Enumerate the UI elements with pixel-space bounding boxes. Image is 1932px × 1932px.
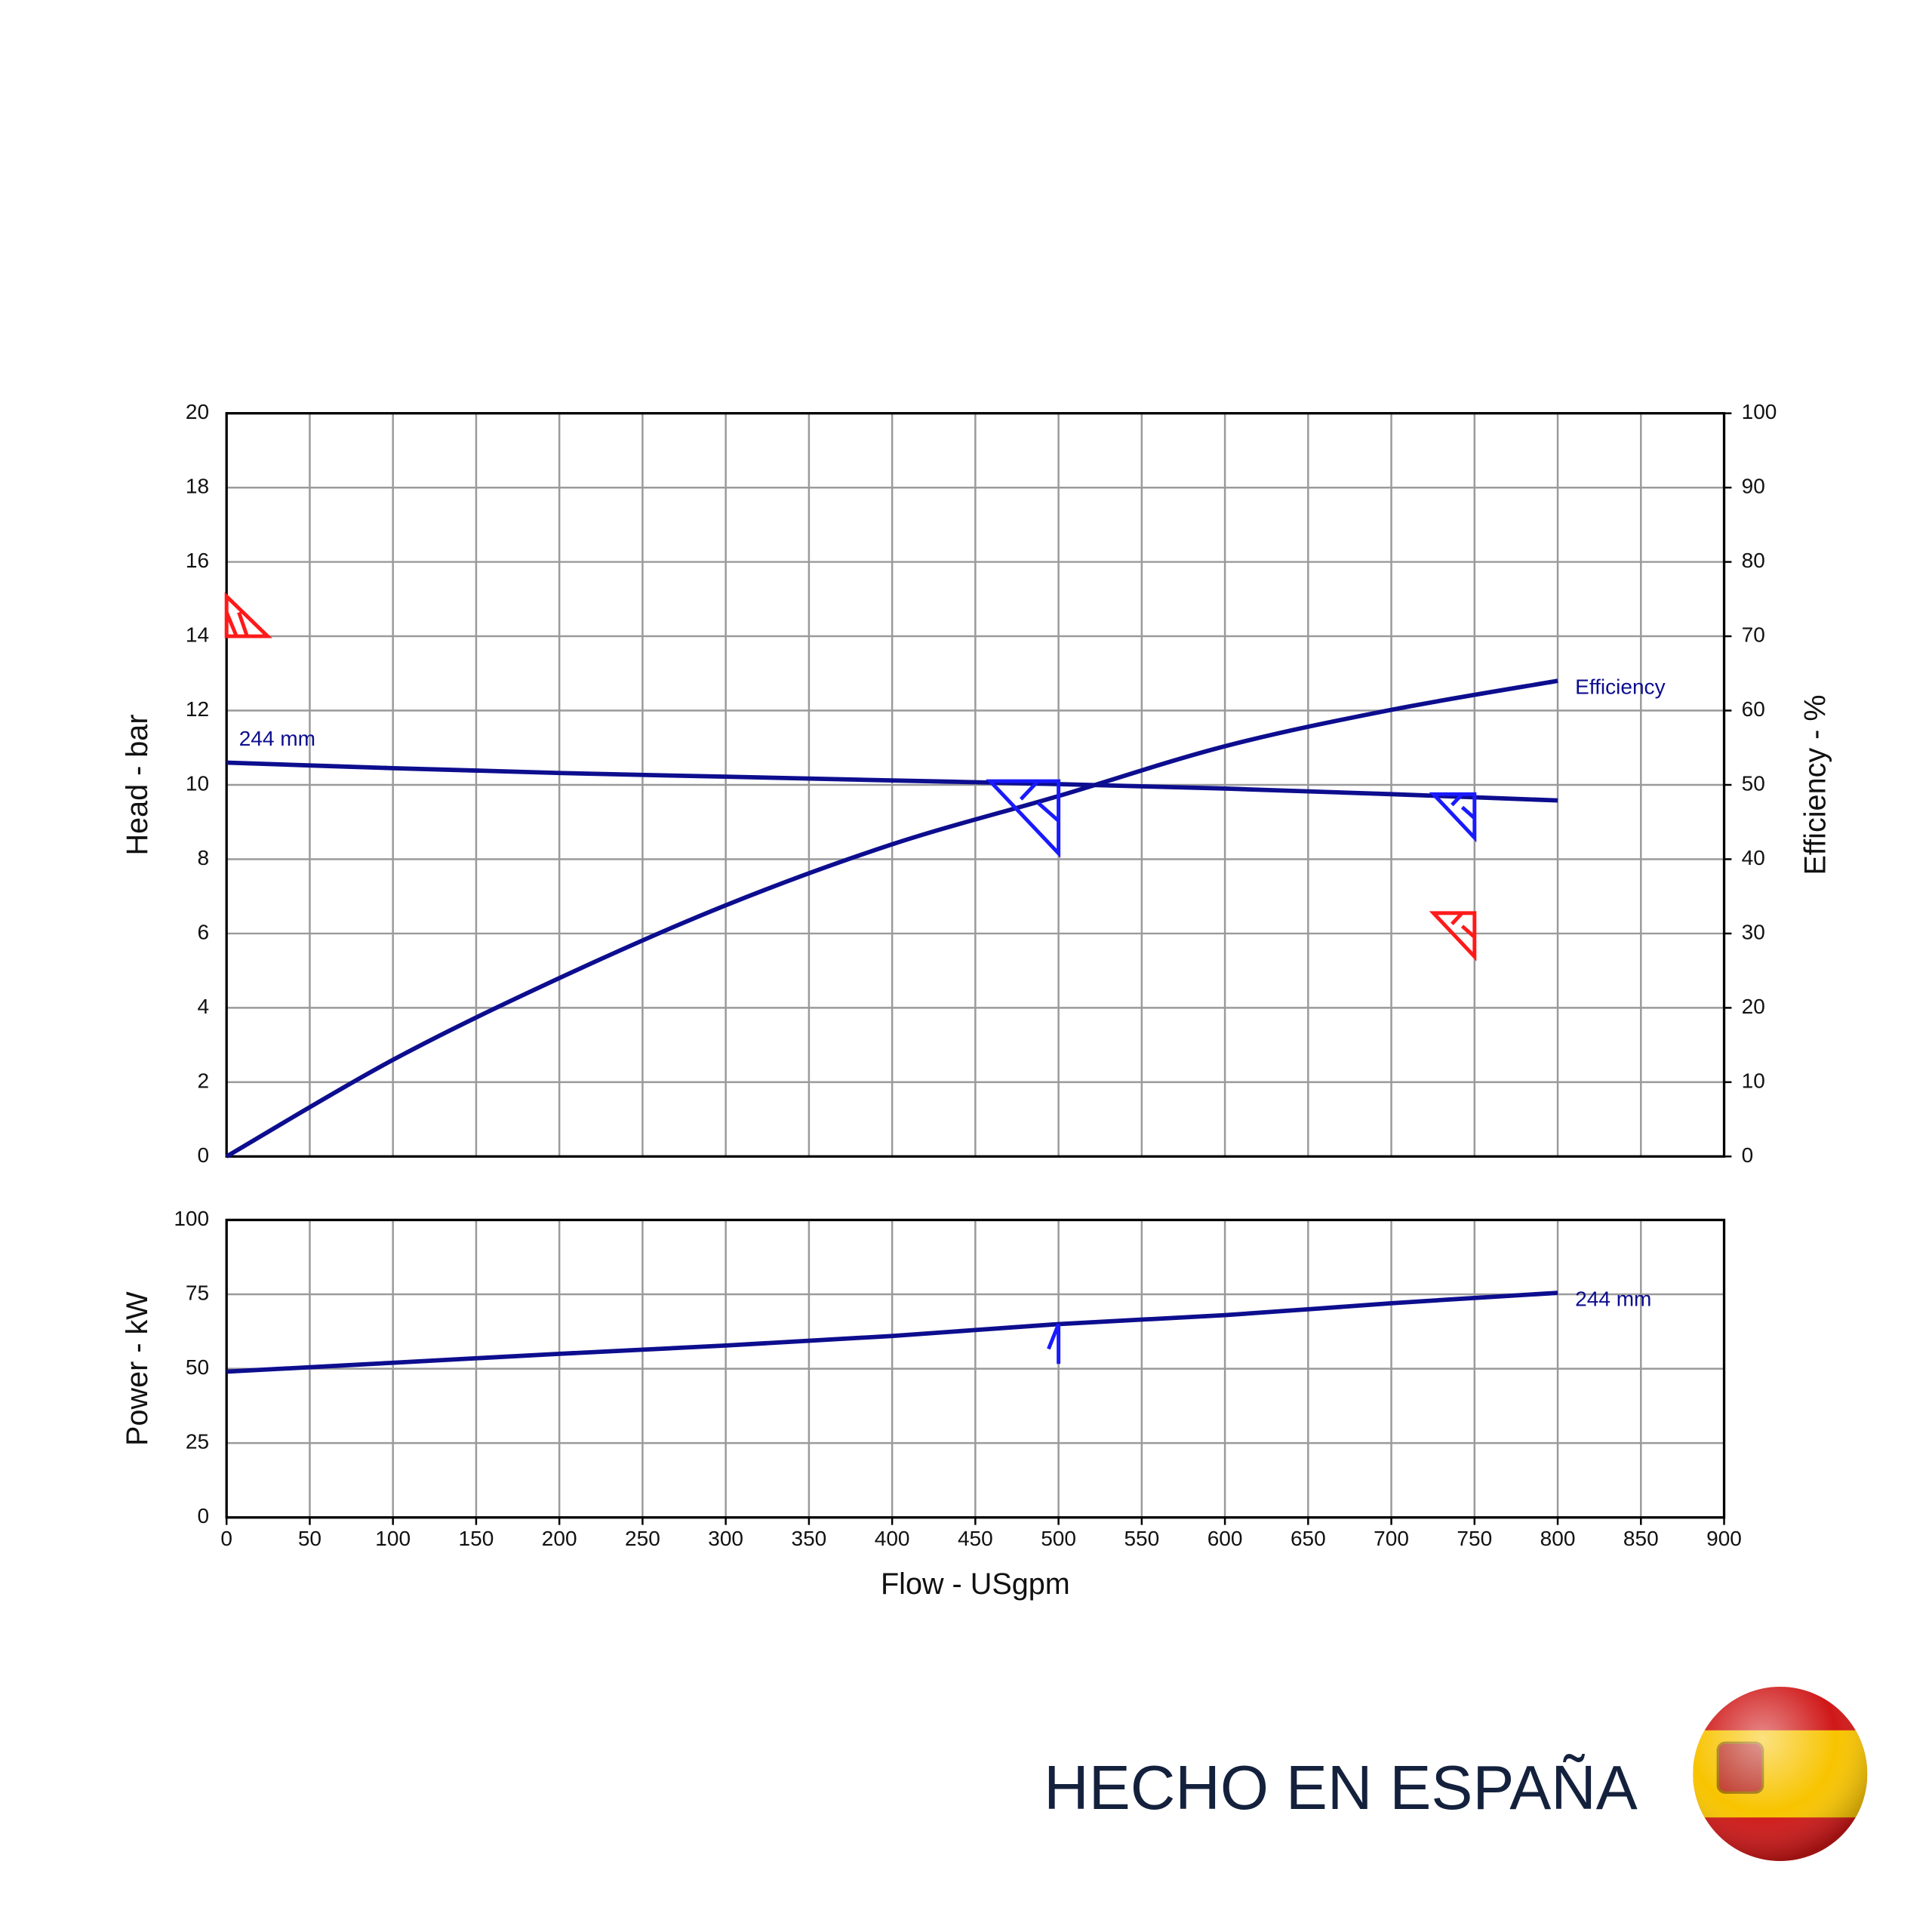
x-tick-label: 750 xyxy=(1457,1527,1492,1550)
y2-tick-label: 20 xyxy=(1742,995,1765,1018)
x-tick-label: 850 xyxy=(1623,1527,1659,1550)
marker xyxy=(1429,792,1477,843)
x-tick-label: 450 xyxy=(958,1527,993,1550)
x-tick-label: 250 xyxy=(625,1527,660,1550)
marker xyxy=(1047,1323,1061,1364)
y-tick-label: 12 xyxy=(186,697,209,721)
series-label: 244 mm xyxy=(239,727,315,750)
marker xyxy=(224,592,272,638)
y2-tick-label: 60 xyxy=(1742,697,1765,721)
x-tick-label: 600 xyxy=(1208,1527,1243,1550)
x-tick-label: 200 xyxy=(542,1527,577,1550)
y-tick-label: 0 xyxy=(198,1143,210,1167)
plot-frame xyxy=(225,411,1726,1158)
chart-area: HECHO EN ESPAÑA 024681012141618200102030… xyxy=(121,400,1868,1861)
y2-tick-label: 0 xyxy=(1742,1143,1754,1167)
y-tick-label: 0 xyxy=(198,1504,210,1527)
y-tick-label: 16 xyxy=(186,549,209,572)
x-tick-label: 500 xyxy=(1041,1527,1076,1550)
y2-tick-label: 90 xyxy=(1742,475,1765,498)
y-tick-label: 100 xyxy=(174,1207,209,1230)
x-tick-label: 150 xyxy=(459,1527,494,1550)
y2-tick-label: 80 xyxy=(1742,549,1765,572)
series-label: Efficiency xyxy=(1575,675,1665,698)
x-tick-label: 300 xyxy=(708,1527,743,1550)
x-tick-label: 650 xyxy=(1291,1527,1326,1550)
y-tick-label: 20 xyxy=(186,400,209,423)
series-label: 244 mm xyxy=(1575,1287,1651,1310)
y2-tick-label: 10 xyxy=(1742,1069,1765,1092)
y-tick-label: 18 xyxy=(186,475,209,498)
flag xyxy=(1693,1687,1868,1861)
x-tick-label: 50 xyxy=(298,1527,321,1550)
y2-tick-label: 30 xyxy=(1742,920,1765,943)
x-tick-label: 100 xyxy=(375,1527,411,1550)
x-tick-label: 700 xyxy=(1374,1527,1409,1550)
y2-tick-label: 70 xyxy=(1742,623,1765,646)
y-tick-label: 2 xyxy=(198,1069,210,1092)
y-tick-label: 8 xyxy=(198,846,210,869)
y2-tick-label: 100 xyxy=(1742,400,1777,423)
footer-text: HECHO EN ESPAÑA xyxy=(1044,1753,1638,1823)
y-tick-label: 10 xyxy=(186,771,209,795)
series-line xyxy=(226,1291,1558,1374)
x-tick-label: 550 xyxy=(1124,1527,1159,1550)
y-tick-label: 14 xyxy=(186,623,209,646)
x-tick-label: 800 xyxy=(1540,1527,1576,1550)
x-tick-label: 400 xyxy=(875,1527,910,1550)
y2-axis-label: Efficiency - % xyxy=(1799,694,1832,875)
x-axis-label: Flow - USgpm xyxy=(881,1567,1070,1601)
y-axis-label: Head - bar xyxy=(121,714,154,855)
y-axis-label: Power - kW xyxy=(121,1291,154,1446)
y-tick-label: 4 xyxy=(198,995,210,1018)
y2-tick-label: 40 xyxy=(1742,846,1765,869)
x-tick-label: 900 xyxy=(1706,1527,1742,1550)
y2-tick-label: 50 xyxy=(1742,771,1765,795)
y-tick-label: 75 xyxy=(186,1281,209,1304)
marker xyxy=(986,779,1061,858)
y-tick-label: 50 xyxy=(186,1355,209,1379)
series-line xyxy=(225,678,1558,1158)
plot-frame xyxy=(225,1218,1726,1519)
marker xyxy=(1429,911,1477,961)
x-tick-label: 350 xyxy=(791,1527,826,1550)
series-line xyxy=(226,760,1558,803)
y-tick-label: 25 xyxy=(186,1430,209,1454)
x-tick-label: 0 xyxy=(220,1527,232,1550)
y-tick-label: 6 xyxy=(198,920,210,943)
